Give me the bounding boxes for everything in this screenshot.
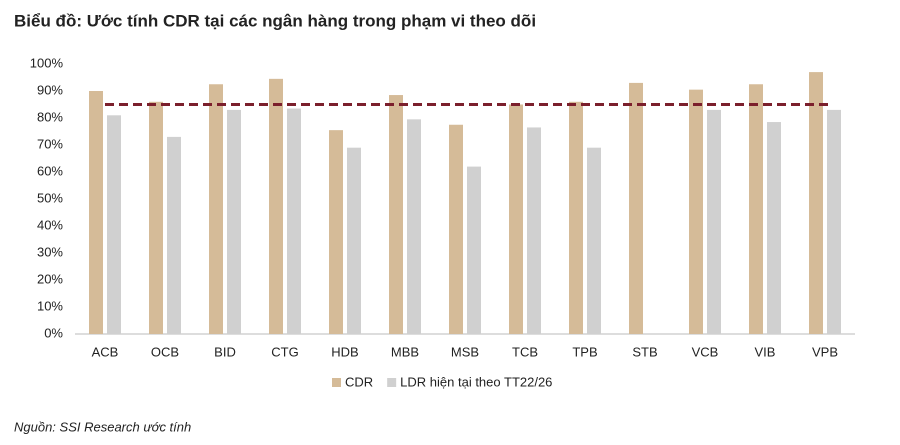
- bar: [749, 84, 763, 334]
- x-tick-label: HDB: [331, 344, 358, 359]
- bar: [767, 122, 781, 334]
- bar: [407, 119, 421, 334]
- source: Nguồn: SSI Research ước tính: [14, 419, 191, 434]
- x-tick-label: VPB: [812, 344, 838, 359]
- x-tick-label: CTG: [271, 344, 298, 359]
- bar: [287, 108, 301, 334]
- y-tick-label: 30%: [37, 244, 63, 259]
- bar: [107, 115, 121, 334]
- y-tick-label: 10%: [37, 298, 63, 313]
- x-tick-label: VCB: [692, 344, 719, 359]
- legend-label: LDR hiện tại theo TT22/26: [400, 374, 552, 389]
- bar: [329, 130, 343, 334]
- x-tick-label: TCB: [512, 344, 538, 359]
- y-tick-label: 0%: [44, 325, 63, 340]
- bar: [209, 84, 223, 334]
- x-tick-label: MBB: [391, 344, 419, 359]
- legend-swatch: [387, 378, 397, 387]
- bar: [227, 109, 241, 335]
- y-tick-label: 70%: [37, 136, 63, 151]
- x-tick-label: OCB: [151, 344, 179, 359]
- bar: [509, 104, 523, 334]
- y-tick-label: 20%: [37, 271, 63, 286]
- bar: [629, 82, 643, 335]
- bar: [347, 147, 361, 334]
- x-tick-label: MSB: [451, 344, 479, 359]
- bar: [689, 89, 703, 335]
- x-tick-label: STB: [632, 344, 657, 359]
- bar: [89, 91, 103, 334]
- x-tick-label: TPB: [572, 344, 597, 359]
- bar: [707, 109, 721, 335]
- bar: [449, 124, 463, 334]
- legend-label: CDR: [345, 374, 373, 389]
- y-tick-label: 80%: [37, 109, 63, 124]
- bar: [587, 147, 601, 334]
- bar: [809, 72, 823, 334]
- chart-title: Biểu đồ: Ước tính CDR tại các ngân hàng …: [14, 11, 536, 30]
- x-tick-label: BID: [214, 344, 236, 359]
- bar: [569, 101, 583, 334]
- x-tick-label: VIB: [755, 344, 776, 359]
- bar: [389, 95, 403, 334]
- bar: [527, 127, 541, 334]
- bar: [149, 101, 163, 334]
- y-tick-label: 60%: [37, 163, 63, 178]
- bar: [269, 78, 283, 334]
- y-tick-label: 100%: [30, 55, 64, 70]
- y-tick-label: 90%: [37, 82, 63, 97]
- legend-swatch: [332, 378, 341, 387]
- y-tick-label: 40%: [37, 217, 63, 232]
- bar: [167, 136, 181, 334]
- bar: [467, 166, 481, 334]
- x-tick-label: ACB: [92, 344, 119, 359]
- bar: [827, 109, 841, 335]
- y-tick-label: 50%: [37, 190, 63, 205]
